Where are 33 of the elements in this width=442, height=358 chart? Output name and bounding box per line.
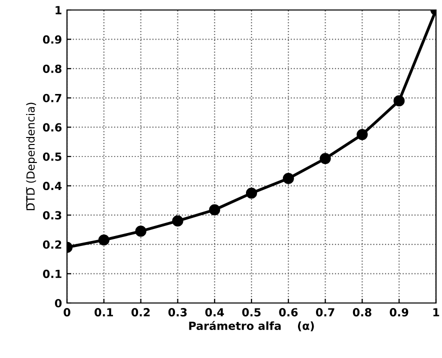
y-tick-label: 1 xyxy=(56,6,62,14)
point xyxy=(246,188,258,199)
y-tick-label: 0.4 xyxy=(42,182,62,190)
x-tick-label: 0.4 xyxy=(205,308,224,316)
point xyxy=(356,128,368,140)
x-tick-label: 0.6 xyxy=(279,308,298,316)
x-tick-label: 0.1 xyxy=(94,308,113,316)
point xyxy=(135,226,146,237)
x-tick-label: 1 xyxy=(433,308,440,316)
y-tick-label: 0.7 xyxy=(42,94,62,102)
y-tick-label: 0.9 xyxy=(42,35,62,44)
point xyxy=(209,204,220,216)
point xyxy=(98,234,110,246)
point xyxy=(282,172,294,184)
x-axis-title: Parámetro alfa (α) xyxy=(189,320,314,332)
y-tick-label: 0.6 xyxy=(42,123,62,132)
y-axis-title: D̅T̅D̅ (Dependencia) xyxy=(26,102,37,210)
x-tick-label: 0.3 xyxy=(168,308,187,316)
y-tick-label: 0.2 xyxy=(42,240,62,249)
x-tick-label: 0.9 xyxy=(390,308,408,316)
y-tick-label: 0.1 xyxy=(42,270,62,278)
point xyxy=(394,95,405,106)
y-tick-label: 0.3 xyxy=(42,211,62,220)
y-tick-label: 0.5 xyxy=(42,152,62,161)
x-tick-label: 0.8 xyxy=(352,308,372,316)
x-tick-label: 0.5 xyxy=(242,308,261,316)
x-tick-label: 0.2 xyxy=(131,308,150,316)
y-tick-label: 0.8 xyxy=(42,64,62,73)
y-tick-label: 0 xyxy=(54,298,62,308)
point xyxy=(172,215,184,227)
x-tick-label: 0 xyxy=(64,308,70,316)
point xyxy=(320,152,331,164)
x-tick-label: 0.7 xyxy=(316,308,334,316)
